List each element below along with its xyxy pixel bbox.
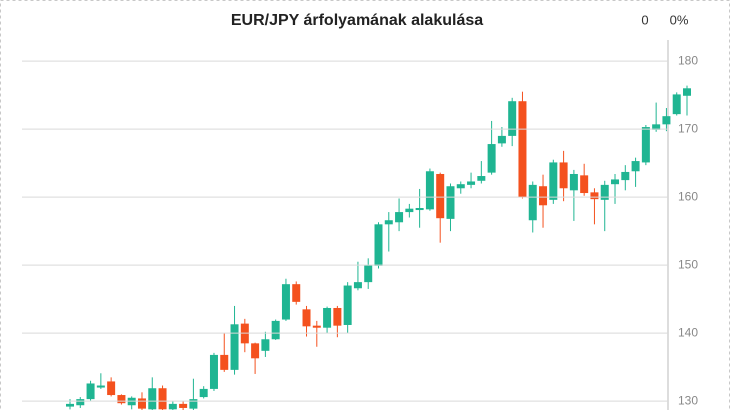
candle-body [76, 399, 85, 406]
candle-body [652, 124, 661, 130]
candle-body [179, 403, 188, 408]
candle-body [415, 207, 424, 211]
candle-body [395, 212, 404, 223]
candle-body [66, 403, 74, 407]
candle-body [641, 127, 650, 163]
candle-body [518, 101, 527, 198]
candle-body [86, 383, 95, 400]
y-tick-label: 180 [678, 53, 698, 67]
candle-body [281, 284, 290, 320]
candle-body [477, 176, 486, 181]
chart-title: EUR/JPY árfolyamának alakulása [231, 12, 483, 29]
candle-body [353, 282, 362, 289]
candle-body [569, 173, 578, 191]
candle-body [189, 399, 198, 409]
candle-body [96, 385, 105, 388]
candle-body [323, 307, 332, 328]
candle-body [528, 184, 537, 221]
candle-body [559, 162, 568, 189]
candle-body [590, 192, 599, 200]
candle-body [209, 354, 218, 389]
candle-body [497, 135, 506, 144]
candle-body [271, 320, 280, 340]
y-tick-label: 130 [678, 393, 698, 407]
candle-body [374, 224, 383, 266]
candle-body [425, 171, 434, 210]
candle-body [364, 265, 373, 283]
candle-body [251, 343, 260, 359]
candle-body [199, 388, 208, 398]
y-tick-label: 150 [678, 257, 698, 271]
candle-body [672, 94, 681, 115]
candle-body [549, 162, 558, 200]
candle-body [611, 179, 620, 185]
candle-body [446, 186, 455, 219]
candle-body [467, 181, 476, 185]
candle-body [343, 285, 352, 325]
candle-body [384, 220, 393, 225]
plot [66, 85, 691, 410]
candle-body [137, 398, 146, 409]
candle-body [220, 354, 229, 370]
y-tick-label: 140 [678, 325, 698, 339]
candle-body [333, 307, 342, 326]
candle-body [158, 388, 167, 410]
candle-body [230, 324, 239, 370]
candle-body [539, 186, 548, 206]
stat: 0 [641, 12, 648, 27]
candle-body [621, 171, 630, 181]
candle-body [508, 101, 517, 136]
candle-body [436, 173, 445, 219]
y-tick-label: 170 [678, 121, 698, 135]
candle-body [261, 339, 270, 351]
candle-body [405, 208, 414, 213]
candle-body [683, 88, 691, 96]
candle-body [292, 284, 301, 302]
candle-body [456, 184, 465, 189]
candle-body [487, 144, 496, 173]
candle-body [117, 395, 126, 404]
candle-body [302, 309, 311, 327]
candle-body [148, 388, 157, 410]
candle-body [312, 325, 321, 328]
candle-body [107, 381, 116, 396]
candle-body [580, 175, 589, 194]
stat: 0% [670, 12, 689, 27]
candle-body [662, 116, 671, 125]
candle-body [168, 403, 177, 410]
candle-body [631, 161, 640, 172]
candle-body [600, 184, 609, 200]
y-tick-label: 160 [678, 189, 698, 203]
